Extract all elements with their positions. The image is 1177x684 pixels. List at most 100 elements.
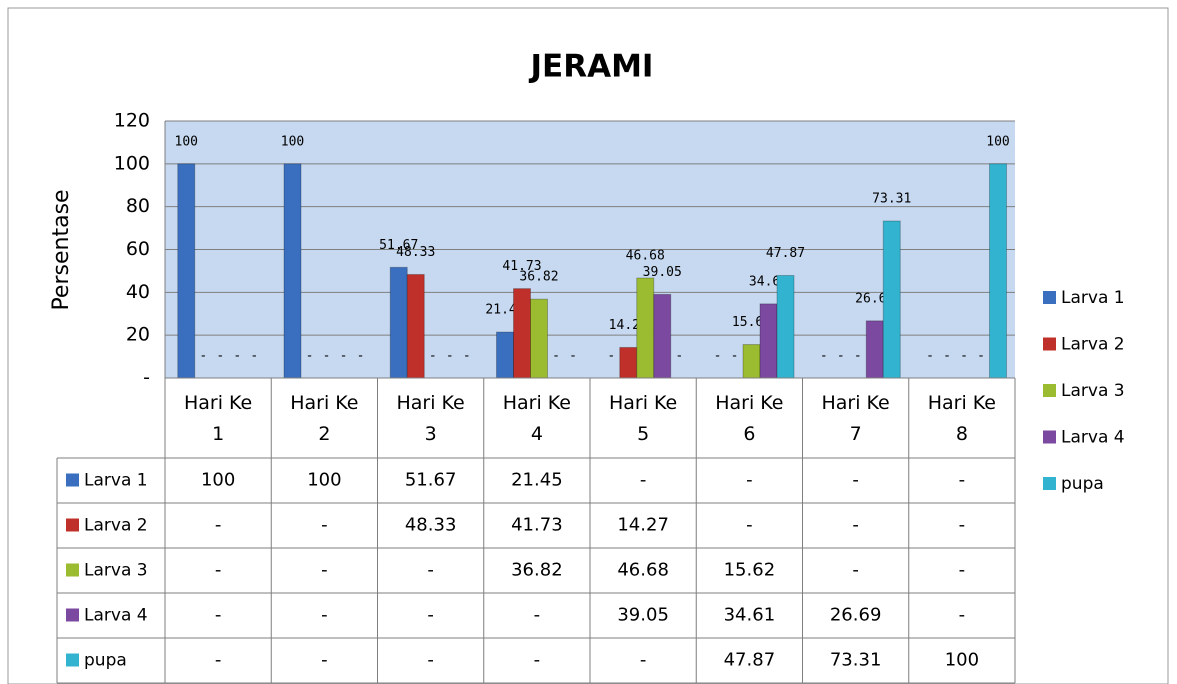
bar: [776, 274, 795, 379]
table-cell: 14.27: [617, 515, 669, 536]
table-cell: 21.45: [511, 470, 563, 491]
table-cell: 39.05: [617, 605, 669, 626]
data-label: -: [233, 349, 241, 364]
table-cell: -: [427, 605, 434, 626]
legend-label: Larva 3: [1061, 381, 1125, 401]
data-label: 47.87: [766, 246, 805, 261]
table-cell: 36.82: [511, 560, 563, 581]
data-label: 100: [175, 134, 198, 149]
data-label: -: [429, 349, 437, 364]
legend-label: Larva 4: [1061, 428, 1125, 448]
table-cell: -: [534, 650, 541, 671]
legend-key: [66, 608, 79, 622]
data-label: -: [323, 349, 331, 364]
table-cell: -: [640, 470, 647, 491]
data-label: -: [675, 349, 683, 364]
bar: [530, 298, 548, 379]
data-label: -: [977, 349, 985, 364]
table-cell: -: [321, 515, 328, 536]
bar: [496, 331, 514, 379]
table-cell: -: [534, 605, 541, 626]
bar: [742, 344, 761, 379]
bar: [865, 320, 884, 379]
data-label: 46.68: [626, 249, 665, 264]
legend-key: [66, 473, 79, 487]
x-tick-label: Hari Ke 3: [396, 392, 465, 445]
x-tick-label: Hari Ke 4: [502, 392, 571, 445]
data-label: -: [340, 349, 348, 364]
data-label: -: [552, 349, 560, 364]
chart-title: JERAMI: [529, 49, 654, 85]
table-cell: 51.67: [405, 470, 457, 491]
table-cell: 34.61: [724, 605, 776, 626]
data-label: -: [216, 349, 224, 364]
table-cell: -: [321, 605, 328, 626]
table-cell: -: [959, 515, 966, 536]
data-label: 39.05: [643, 265, 682, 280]
table-cell: -: [215, 515, 222, 536]
data-label: -: [306, 349, 314, 364]
table-cell: -: [746, 515, 753, 536]
table-cell: -: [215, 605, 222, 626]
table-cell: 48.33: [405, 515, 457, 536]
data-label: -: [820, 349, 828, 364]
data-label: -: [837, 349, 845, 364]
table-cell: -: [640, 650, 647, 671]
legend-key: [1043, 477, 1056, 490]
data-label: -: [199, 349, 207, 364]
bar: [653, 293, 672, 379]
bar: [283, 163, 302, 379]
legend-key: [66, 563, 79, 577]
table-cell: -: [959, 470, 966, 491]
table-cell: 47.87: [724, 650, 776, 671]
table-cell: 26.69: [830, 605, 882, 626]
legend-key: [1043, 291, 1056, 304]
table-row-label: Larva 1: [84, 471, 148, 491]
y-tick-label: -: [143, 367, 150, 389]
data-label: 36.82: [519, 270, 558, 285]
data-label: -: [463, 349, 471, 364]
data-label: -: [731, 349, 739, 364]
data-label: -: [607, 349, 615, 364]
y-axis-label: Persentase: [49, 189, 74, 310]
bar: [882, 220, 901, 379]
legend-key: [1043, 384, 1056, 397]
data-label: 48.33: [396, 245, 435, 260]
legend-key: [1043, 430, 1056, 444]
data-label: -: [714, 349, 722, 364]
y-tick-label: 60: [126, 238, 150, 260]
bar: [619, 346, 638, 379]
bar: [989, 163, 1007, 379]
bar: [389, 266, 408, 379]
table-cell: 41.73: [511, 515, 563, 536]
table-cell: -: [215, 560, 222, 581]
table-cell: -: [427, 560, 434, 581]
legend-label: Larva 1: [1061, 288, 1125, 308]
table-cell: 73.31: [830, 650, 882, 671]
data-label: 41.73: [502, 259, 541, 274]
data-label: 51.67: [379, 238, 418, 253]
table-cell: 100: [201, 470, 235, 491]
table-cell: -: [746, 470, 753, 491]
data-label: 100: [281, 134, 304, 149]
data-label: -: [250, 349, 258, 364]
legend-key: [1043, 337, 1056, 351]
data-label: -: [854, 349, 862, 364]
table-cell: -: [215, 650, 222, 671]
data-label: -: [446, 349, 454, 364]
x-tick-label: Hari Ke 5: [608, 392, 678, 445]
table-cell: 15.62: [724, 560, 776, 581]
table-cell: -: [852, 470, 859, 491]
y-tick-label: 20: [126, 324, 150, 346]
y-tick-label: 100: [114, 152, 150, 174]
legend-label: Larva 2: [1061, 335, 1125, 355]
table-row-label: Larva 3: [84, 561, 148, 581]
table-cell: -: [959, 605, 966, 626]
data-label: -: [943, 349, 951, 364]
data-label: -: [357, 349, 365, 364]
table-cell: 46.68: [617, 560, 669, 581]
table-cell: -: [321, 560, 328, 581]
table-row-label: Larva 4: [84, 606, 148, 626]
